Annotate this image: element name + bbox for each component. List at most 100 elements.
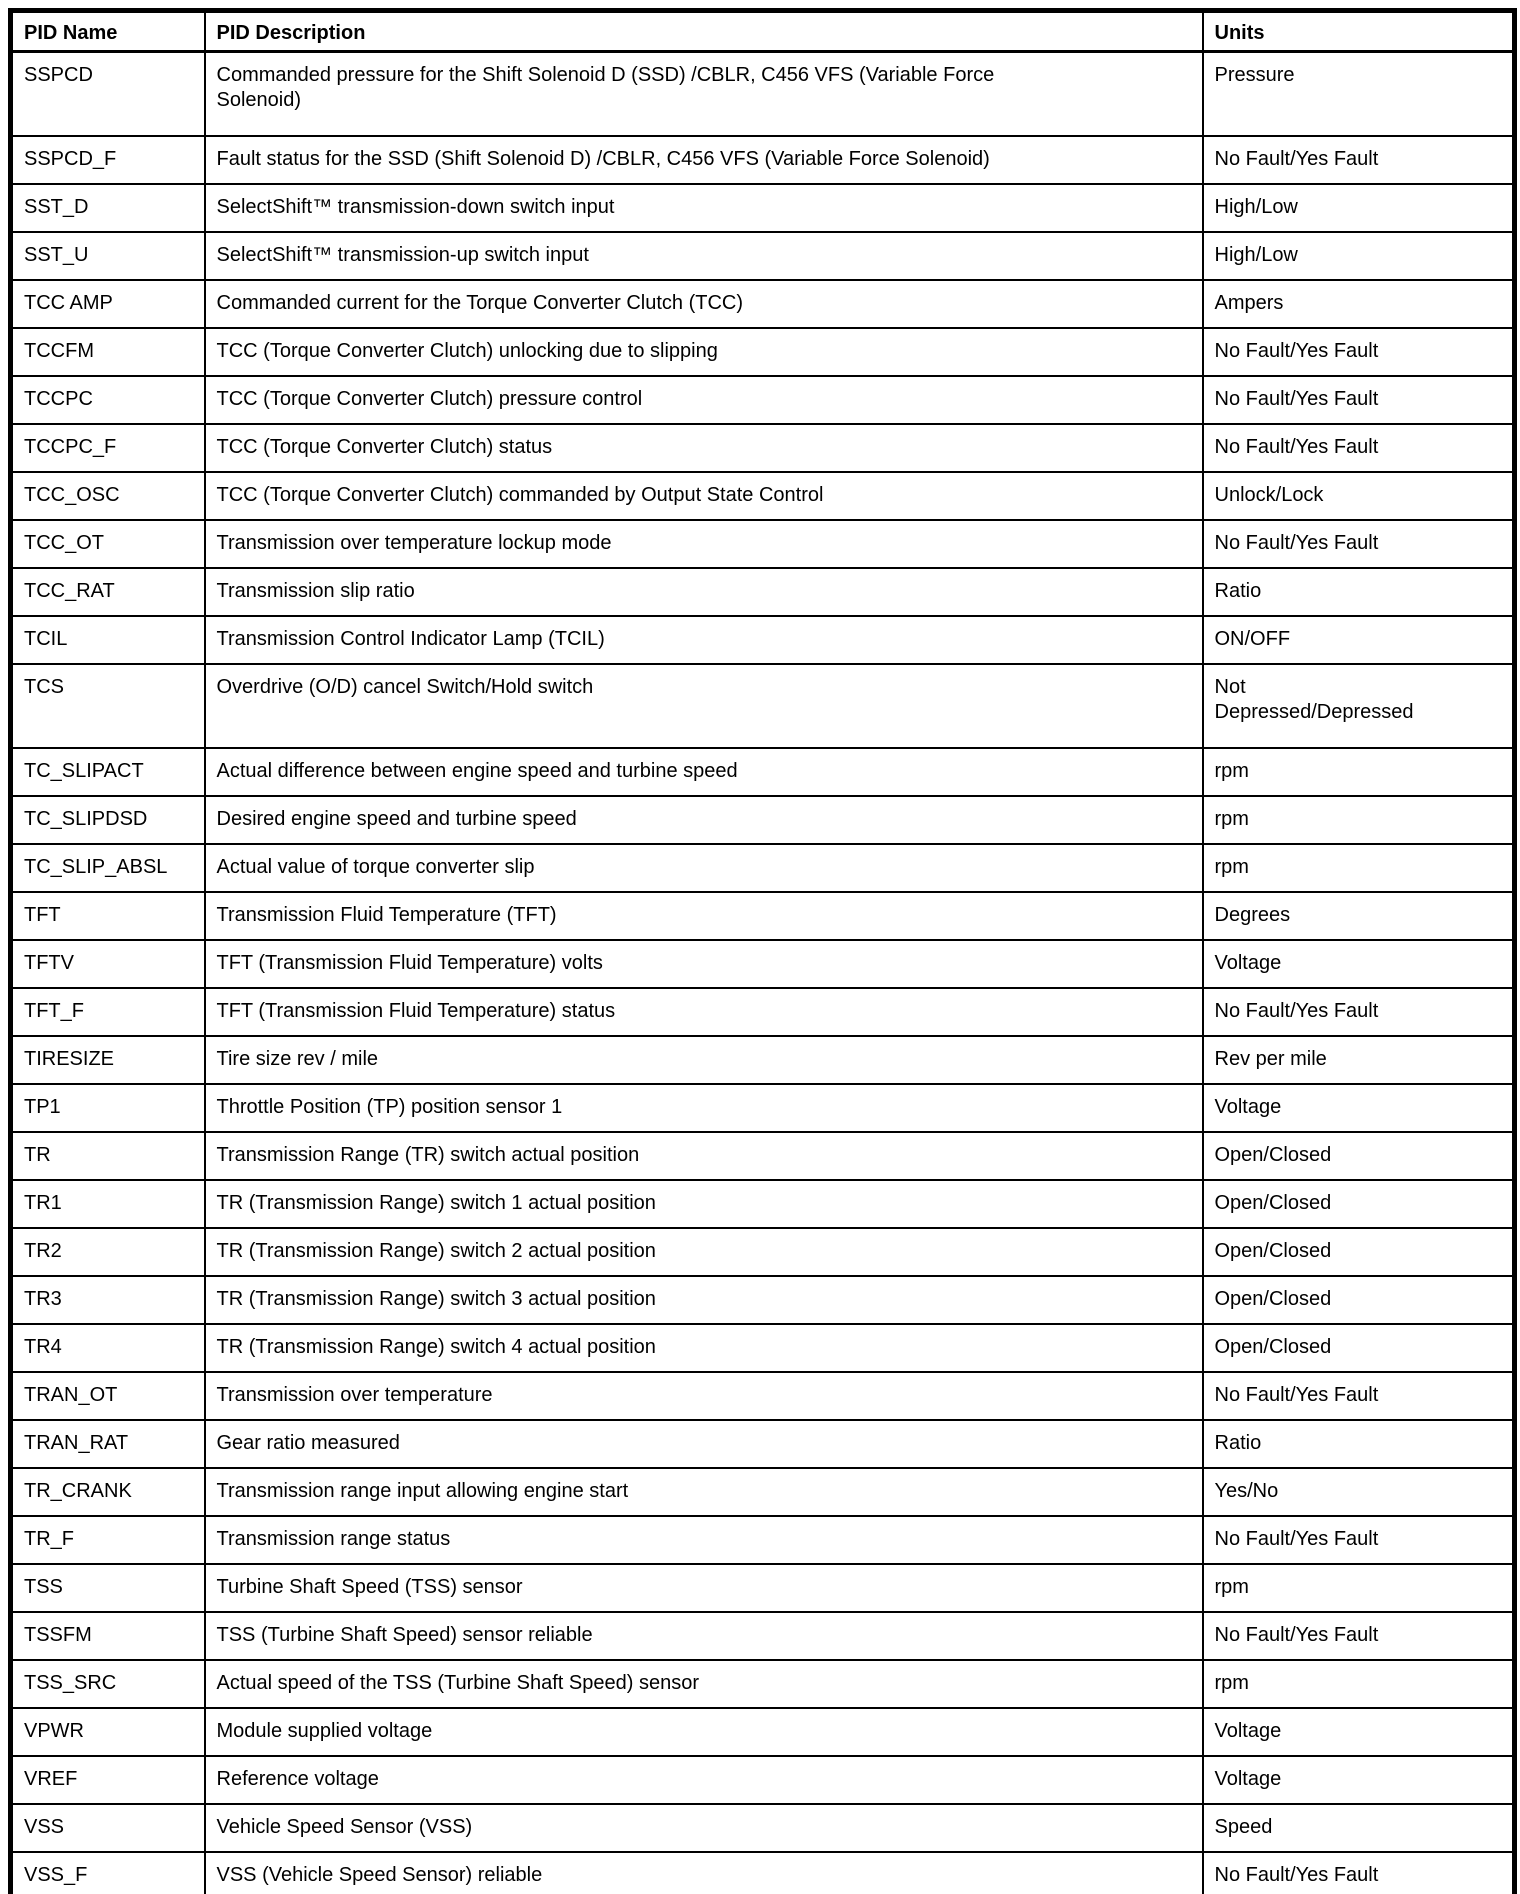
units-cell: Unlock/Lock — [1201, 470, 1516, 521]
pid-description-cell: Commanded current for the Torque Convert… — [203, 278, 1204, 329]
units-cell: No Fault/Yes Fault — [1201, 1514, 1516, 1565]
table-row: TFT Transmission Fluid Temperature (TFT)… — [9, 890, 1516, 941]
pid-name-cell: TFT_F — [9, 986, 206, 1037]
pid-description-cell: TCC (Torque Converter Clutch) pressure c… — [203, 374, 1204, 425]
units-cell: Degrees — [1201, 890, 1516, 941]
units-cell: Pressure — [1201, 50, 1516, 137]
units-cell: No Fault/Yes Fault — [1201, 1850, 1516, 1894]
column-header-pid-name: PID Name — [9, 9, 206, 53]
table-row: TFTV TFT (Transmission Fluid Temperature… — [9, 938, 1516, 989]
table-row: TCC_OT Transmission over temperature loc… — [9, 518, 1516, 569]
pid-description-cell: Turbine Shaft Speed (TSS) sensor — [203, 1562, 1204, 1613]
pid-name-cell: SST_U — [9, 230, 206, 281]
pid-name-cell: TRAN_RAT — [9, 1418, 206, 1469]
pid-description-cell: Transmission Control Indicator Lamp (TCI… — [203, 614, 1204, 665]
pid-description-cell: TR (Transmission Range) switch 1 actual … — [203, 1178, 1204, 1229]
pid-name-cell: TSS_SRC — [9, 1658, 206, 1709]
pid-name-cell: TC_SLIPDSD — [9, 794, 206, 845]
pid-description-cell: Actual value of torque converter slip — [203, 842, 1204, 893]
table-row: TCC_OSC TCC (Torque Converter Clutch) co… — [9, 470, 1516, 521]
units-cell: Voltage — [1201, 1754, 1516, 1805]
pid-description-cell: SelectShift™ transmission-down switch in… — [203, 182, 1204, 233]
pid-name-cell: SSPCD_F — [9, 134, 206, 185]
units-cell: No Fault/Yes Fault — [1201, 1370, 1516, 1421]
pid-name-cell: TRAN_OT — [9, 1370, 206, 1421]
pid-name-cell: TSS — [9, 1562, 206, 1613]
pid-description-cell: TR (Transmission Range) switch 3 actual … — [203, 1274, 1204, 1325]
pid-name-cell: TCCFM — [9, 326, 206, 377]
table-row: SST_U SelectShift™ transmission-up switc… — [9, 230, 1516, 281]
table-row: TP1 Throttle Position (TP) position sens… — [9, 1082, 1516, 1133]
pid-description-cell: TFT (Transmission Fluid Temperature) vol… — [203, 938, 1204, 989]
pid-description-cell: Module supplied voltage — [203, 1706, 1204, 1757]
pid-name-cell: TIRESIZE — [9, 1034, 206, 1085]
table-row: TIRESIZE Tire size rev / mile Rev per mi… — [9, 1034, 1516, 1085]
pid-description-cell: VSS (Vehicle Speed Sensor) reliable — [203, 1850, 1204, 1894]
pid-name-cell: TR4 — [9, 1322, 206, 1373]
table-row: VREF Reference voltage Voltage — [9, 1754, 1516, 1805]
pid-name-cell: VSS — [9, 1802, 206, 1853]
pid-description-cell: TR (Transmission Range) switch 2 actual … — [203, 1226, 1204, 1277]
table-row: SSPCD_F Fault status for the SSD (Shift … — [9, 134, 1516, 185]
table-row: TC_SLIPDSD Desired engine speed and turb… — [9, 794, 1516, 845]
pid-name-cell: TCC AMP — [9, 278, 206, 329]
units-cell: rpm — [1201, 1658, 1516, 1709]
units-cell: rpm — [1201, 842, 1516, 893]
pid-name-cell: TR_F — [9, 1514, 206, 1565]
table-row: TR1 TR (Transmission Range) switch 1 act… — [9, 1178, 1516, 1229]
units-cell: Open/Closed — [1201, 1130, 1516, 1181]
table-row: TR_F Transmission range status No Fault/… — [9, 1514, 1516, 1565]
pid-name-cell: TCS — [9, 662, 206, 749]
units-cell: High/Low — [1201, 230, 1516, 281]
units-cell: Ampers — [1201, 278, 1516, 329]
pid-description-cell: Transmission Range (TR) switch actual po… — [203, 1130, 1204, 1181]
units-cell: Speed — [1201, 1802, 1516, 1853]
table-row: TR Transmission Range (TR) switch actual… — [9, 1130, 1516, 1181]
pid-description-cell: TSS (Turbine Shaft Speed) sensor reliabl… — [203, 1610, 1204, 1661]
table-row: VSS_F VSS (Vehicle Speed Sensor) reliabl… — [9, 1850, 1516, 1894]
units-cell: No Fault/Yes Fault — [1201, 518, 1516, 569]
pid-table: PID Name PID Description Units SSPCD Com… — [8, 8, 1517, 1894]
pid-name-cell: TCCPC_F — [9, 422, 206, 473]
units-cell: High/Low — [1201, 182, 1516, 233]
pid-description-cell: TFT (Transmission Fluid Temperature) sta… — [203, 986, 1204, 1037]
pid-description-cell: Reference voltage — [203, 1754, 1204, 1805]
column-header-units: Units — [1201, 9, 1516, 53]
pid-name-cell: TP1 — [9, 1082, 206, 1133]
table-row: TR3 TR (Transmission Range) switch 3 act… — [9, 1274, 1516, 1325]
units-cell: No Fault/Yes Fault — [1201, 326, 1516, 377]
pid-name-cell: TC_SLIPACT — [9, 746, 206, 797]
units-cell: Voltage — [1201, 1706, 1516, 1757]
pid-description-cell: Transmission over temperature — [203, 1370, 1204, 1421]
pid-name-cell: VSS_F — [9, 1850, 206, 1894]
table-row: TR2 TR (Transmission Range) switch 2 act… — [9, 1226, 1516, 1277]
header-row: PID Name PID Description Units — [9, 9, 1516, 53]
units-cell: Not Depressed/Depressed — [1201, 662, 1516, 749]
pid-name-cell: TR_CRANK — [9, 1466, 206, 1517]
pid-name-cell: TR3 — [9, 1274, 206, 1325]
pid-description-cell: Fault status for the SSD (Shift Solenoid… — [203, 134, 1204, 185]
pid-name-cell: TR2 — [9, 1226, 206, 1277]
units-cell: No Fault/Yes Fault — [1201, 986, 1516, 1037]
pid-name-cell: TFT — [9, 890, 206, 941]
pid-name-cell: SST_D — [9, 182, 206, 233]
pid-name-cell: SSPCD — [9, 50, 206, 137]
table-row: TCCPC_F TCC (Torque Converter Clutch) st… — [9, 422, 1516, 473]
table-row: TCC_RAT Transmission slip ratio Ratio — [9, 566, 1516, 617]
table-row: VSS Vehicle Speed Sensor (VSS) Speed — [9, 1802, 1516, 1853]
table-row: TC_SLIPACT Actual difference between eng… — [9, 746, 1516, 797]
units-cell: Ratio — [1201, 1418, 1516, 1469]
table-row: TR_CRANK Transmission range input allowi… — [9, 1466, 1516, 1517]
table-row: TRAN_RAT Gear ratio measured Ratio — [9, 1418, 1516, 1469]
pid-name-cell: TCC_OT — [9, 518, 206, 569]
pid-description-cell: Throttle Position (TP) position sensor 1 — [203, 1082, 1204, 1133]
units-cell: Open/Closed — [1201, 1226, 1516, 1277]
table-row: TR4 TR (Transmission Range) switch 4 act… — [9, 1322, 1516, 1373]
pid-name-cell: TC_SLIP_ABSL — [9, 842, 206, 893]
units-cell: Ratio — [1201, 566, 1516, 617]
units-cell: No Fault/Yes Fault — [1201, 422, 1516, 473]
pid-description-cell: Gear ratio measured — [203, 1418, 1204, 1469]
pid-table-body: SSPCD Commanded pressure for the Shift S… — [9, 50, 1516, 1894]
table-row: TCIL Transmission Control Indicator Lamp… — [9, 614, 1516, 665]
pid-description-cell: Actual difference between engine speed a… — [203, 746, 1204, 797]
